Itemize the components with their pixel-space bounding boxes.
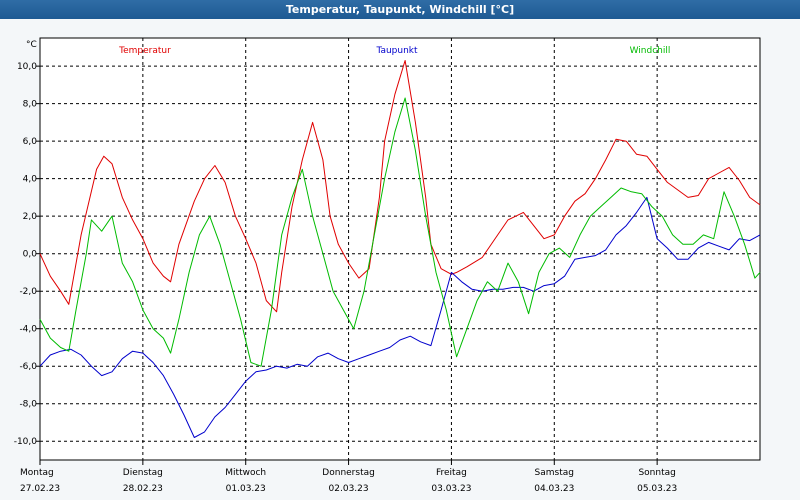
x-day-label: Freitag xyxy=(436,468,467,478)
y-tick-label: 4,0 xyxy=(23,175,38,185)
x-date-label: 01.03.23 xyxy=(226,484,266,494)
y-tick-label: 8,0 xyxy=(23,100,38,110)
grid-lines xyxy=(40,38,760,460)
y-tick-label: -4,0 xyxy=(19,325,37,335)
y-tick-label: 6,0 xyxy=(23,137,38,147)
y-tick-label: 10,0 xyxy=(17,62,37,72)
chart-title: Temperatur, Taupunkt, Windchill [°C] xyxy=(285,3,515,16)
x-axis: Montag 27.02.23 Dienstag 28.02.23 Mittwoch 01… xyxy=(20,460,677,494)
y-tick-label: -2,0 xyxy=(19,287,37,297)
line-chart: 10,0 8,0 6,0 4,0 2,0 0,0 -2,0 -4,0 -6,0 -8,0 -10,0… xyxy=(0,19,800,500)
series-line-temperatur xyxy=(39,60,761,313)
plot-area xyxy=(39,37,761,461)
x-date-label: 04.03.23 xyxy=(534,484,574,494)
y-axis-unit: °C xyxy=(26,40,37,50)
x-day-label: Samstag xyxy=(535,468,574,478)
x-date-label: 28.02.23 xyxy=(123,484,163,494)
x-day-label: Sonntag xyxy=(638,468,675,478)
y-tick-label: 0,0 xyxy=(23,250,38,260)
x-date-label: 27.02.23 xyxy=(20,484,60,494)
x-day-label: Dienstag xyxy=(123,468,163,478)
series-lines xyxy=(39,60,761,438)
x-date-label: 02.03.23 xyxy=(329,484,369,494)
x-date-label: 05.03.23 xyxy=(637,484,677,494)
chart-title-bar: Temperatur, Taupunkt, Windchill [°C] xyxy=(0,0,800,19)
y-tick-label: -8,0 xyxy=(19,400,37,410)
legend-item-taupunkt: Taupunkt xyxy=(375,46,418,56)
y-axis: 10,0 8,0 6,0 4,0 2,0 0,0 -2,0 -4,0 -6,0 -8,0 -10,0… xyxy=(14,40,40,447)
x-day-label: Mittwoch xyxy=(225,468,266,478)
y-tick-label: -10,0 xyxy=(14,437,38,447)
x-day-label: Montag xyxy=(20,468,54,478)
series-line-windchill xyxy=(39,97,761,367)
x-day-label: Donnerstag xyxy=(322,468,375,478)
legend-item-temperatur: Temperatur xyxy=(118,46,171,56)
legend: Temperatur Taupunkt Windchill xyxy=(118,46,670,56)
x-date-label: 03.03.23 xyxy=(431,484,471,494)
y-tick-label: -6,0 xyxy=(19,362,37,372)
y-tick-label: 2,0 xyxy=(23,212,38,222)
legend-item-windchill: Windchill xyxy=(630,46,671,56)
series-line-taupunkt xyxy=(39,196,761,438)
